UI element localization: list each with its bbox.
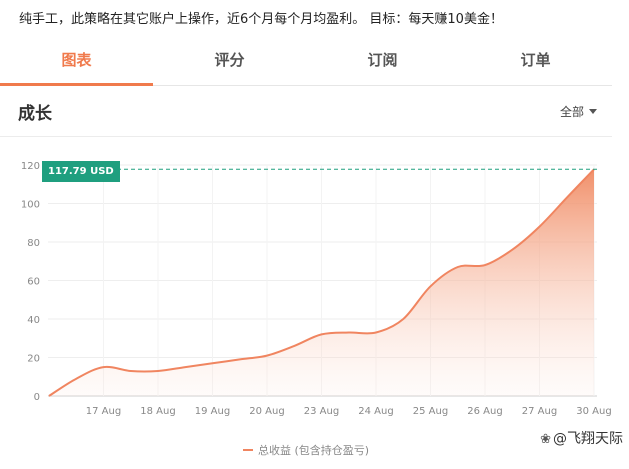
y-tick-label: 120 [21,161,40,172]
x-tick-label: 27 Aug [522,406,557,417]
x-tick-label: 20 Aug [249,406,284,417]
series-line [48,168,595,397]
x-tick-label: 30 Aug [576,406,611,417]
y-tick-label: 100 [21,200,40,211]
x-tick-label: 23 Aug [304,406,339,417]
section-header: 成长 全部 [0,87,612,137]
chart-legend[interactable]: 总收益 (包含持仓盈亏) [0,442,612,458]
series-area [49,169,594,396]
strategy-description: 纯手工，此策略在其它账户上操作，近6个月每个月均盈利。 目标：每天赚10美金！ [19,12,503,27]
watermark-text: @飞翔天际 [553,431,623,447]
tab-chart[interactable]: 图表 [0,36,153,86]
y-tick-label: 40 [27,315,40,326]
y-tick-label: 20 [27,354,40,365]
tab-bar: 图表 评分 订阅 订单 [0,36,612,86]
x-tick-label: 17 Aug [86,406,121,417]
x-tick-label: 19 Aug [195,406,230,417]
y-tick-label: 80 [27,238,40,249]
tab-orders[interactable]: 订单 [520,51,551,69]
watermark: ❀ @飞翔天际 [540,428,623,448]
legend-label: 总收益 (包含持仓盈亏) [257,444,370,457]
x-tick-label: 26 Aug [467,406,502,417]
x-tick-label: 18 Aug [140,406,175,417]
range-filter-label: 全部 [559,105,584,119]
y-tick-label: 0 [34,392,40,403]
tab-subscriptions[interactable]: 订阅 [367,51,398,69]
current-value-badge: 117.79 USD [42,161,120,182]
y-tick-label: 60 [27,277,40,288]
chevron-down-icon [589,109,597,114]
legend-line-marker [242,449,253,451]
range-filter-dropdown[interactable]: 全部 [560,103,597,120]
growth-chart: 0 20 40 60 80 100 120 17 Aug 18 Aug 19 Aug 20 Aug… [21,161,612,417]
wechat-logo-icon: ❀ [540,432,551,447]
x-tick-label: 24 Aug [358,406,393,417]
tab-ratings[interactable]: 评分 [214,51,245,69]
x-tick-label: 25 Aug [413,406,448,417]
section-title: 成长 [18,104,52,124]
